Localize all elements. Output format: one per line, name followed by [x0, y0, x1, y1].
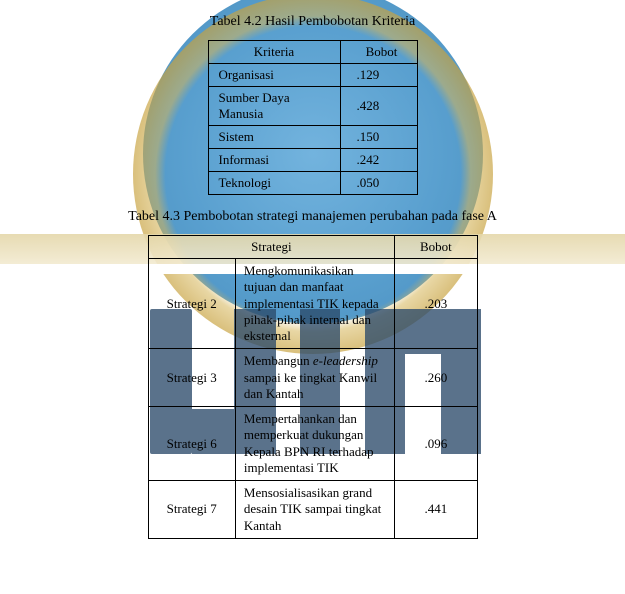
cell-bobot: .428	[340, 87, 417, 126]
table-row: Strategi 7 Mensosialisasikan grand desai…	[148, 481, 477, 539]
table-row: Strategi Bobot	[148, 236, 477, 259]
cell-strategi-desc: Membangun e-leadership sampai ke tingkat…	[235, 349, 394, 407]
cell-bobot: .150	[340, 126, 417, 149]
cell-bobot: .441	[395, 481, 477, 539]
table-4-2: Kriteria Bobot Organisasi .129 Sumber Da…	[208, 40, 418, 195]
cell-kriteria: Sumber Daya Manusia	[208, 87, 340, 126]
table-row: Organisasi .129	[208, 64, 417, 87]
cell-bobot: .260	[395, 349, 477, 407]
table-row: Strategi 2 Mengkomunikasikan tujuan dan …	[148, 259, 477, 349]
cell-kriteria: Sistem	[208, 126, 340, 149]
table-row: Strategi 6 Mempertahankan dan memperkuat…	[148, 407, 477, 481]
cell-bobot: .050	[340, 172, 417, 195]
table-row: Informasi .242	[208, 149, 417, 172]
table-row: Kriteria Bobot	[208, 41, 417, 64]
table-header-kriteria: Kriteria	[208, 41, 340, 64]
table-row: Teknologi .050	[208, 172, 417, 195]
table-row: Sistem .150	[208, 126, 417, 149]
cell-bobot: .203	[395, 259, 477, 349]
cell-bobot: .096	[395, 407, 477, 481]
table-4-3-caption: Tabel 4.3 Pembobotan strategi manajemen …	[0, 209, 625, 225]
cell-bobot: .129	[340, 64, 417, 87]
cell-strategi-desc: Mempertahankan dan memperkuat dukungan K…	[235, 407, 394, 481]
cell-strategi-name: Strategi 3	[148, 349, 235, 407]
table-header-bobot: Bobot	[395, 236, 477, 259]
table-4-2-caption: Tabel 4.2 Hasil Pembobotan Kriteria	[0, 14, 625, 30]
cell-bobot: .242	[340, 149, 417, 172]
cell-kriteria: Teknologi	[208, 172, 340, 195]
desc-pre: Membangun	[244, 353, 313, 368]
cell-kriteria: Organisasi	[208, 64, 340, 87]
desc-em: e-leadership	[313, 353, 378, 368]
table-4-3: Strategi Bobot Strategi 2 Mengkomunikasi…	[148, 235, 478, 539]
cell-strategi-desc: Mensosialisasikan grand desain TIK sampa…	[235, 481, 394, 539]
desc-post: sampai ke tingkat Kanwil dan Kantah	[244, 370, 377, 401]
table-row: Sumber Daya Manusia .428	[208, 87, 417, 126]
cell-strategi-name: Strategi 7	[148, 481, 235, 539]
table-row: Strategi 3 Membangun e-leadership sampai…	[148, 349, 477, 407]
cell-strategi-name: Strategi 6	[148, 407, 235, 481]
cell-strategi-desc: Mengkomunikasikan tujuan dan manfaat imp…	[235, 259, 394, 349]
table-header-bobot: Bobot	[340, 41, 417, 64]
document-content: Tabel 4.2 Hasil Pembobotan Kriteria Krit…	[0, 14, 625, 539]
cell-strategi-name: Strategi 2	[148, 259, 235, 349]
table-header-strategi: Strategi	[148, 236, 395, 259]
cell-kriteria: Informasi	[208, 149, 340, 172]
